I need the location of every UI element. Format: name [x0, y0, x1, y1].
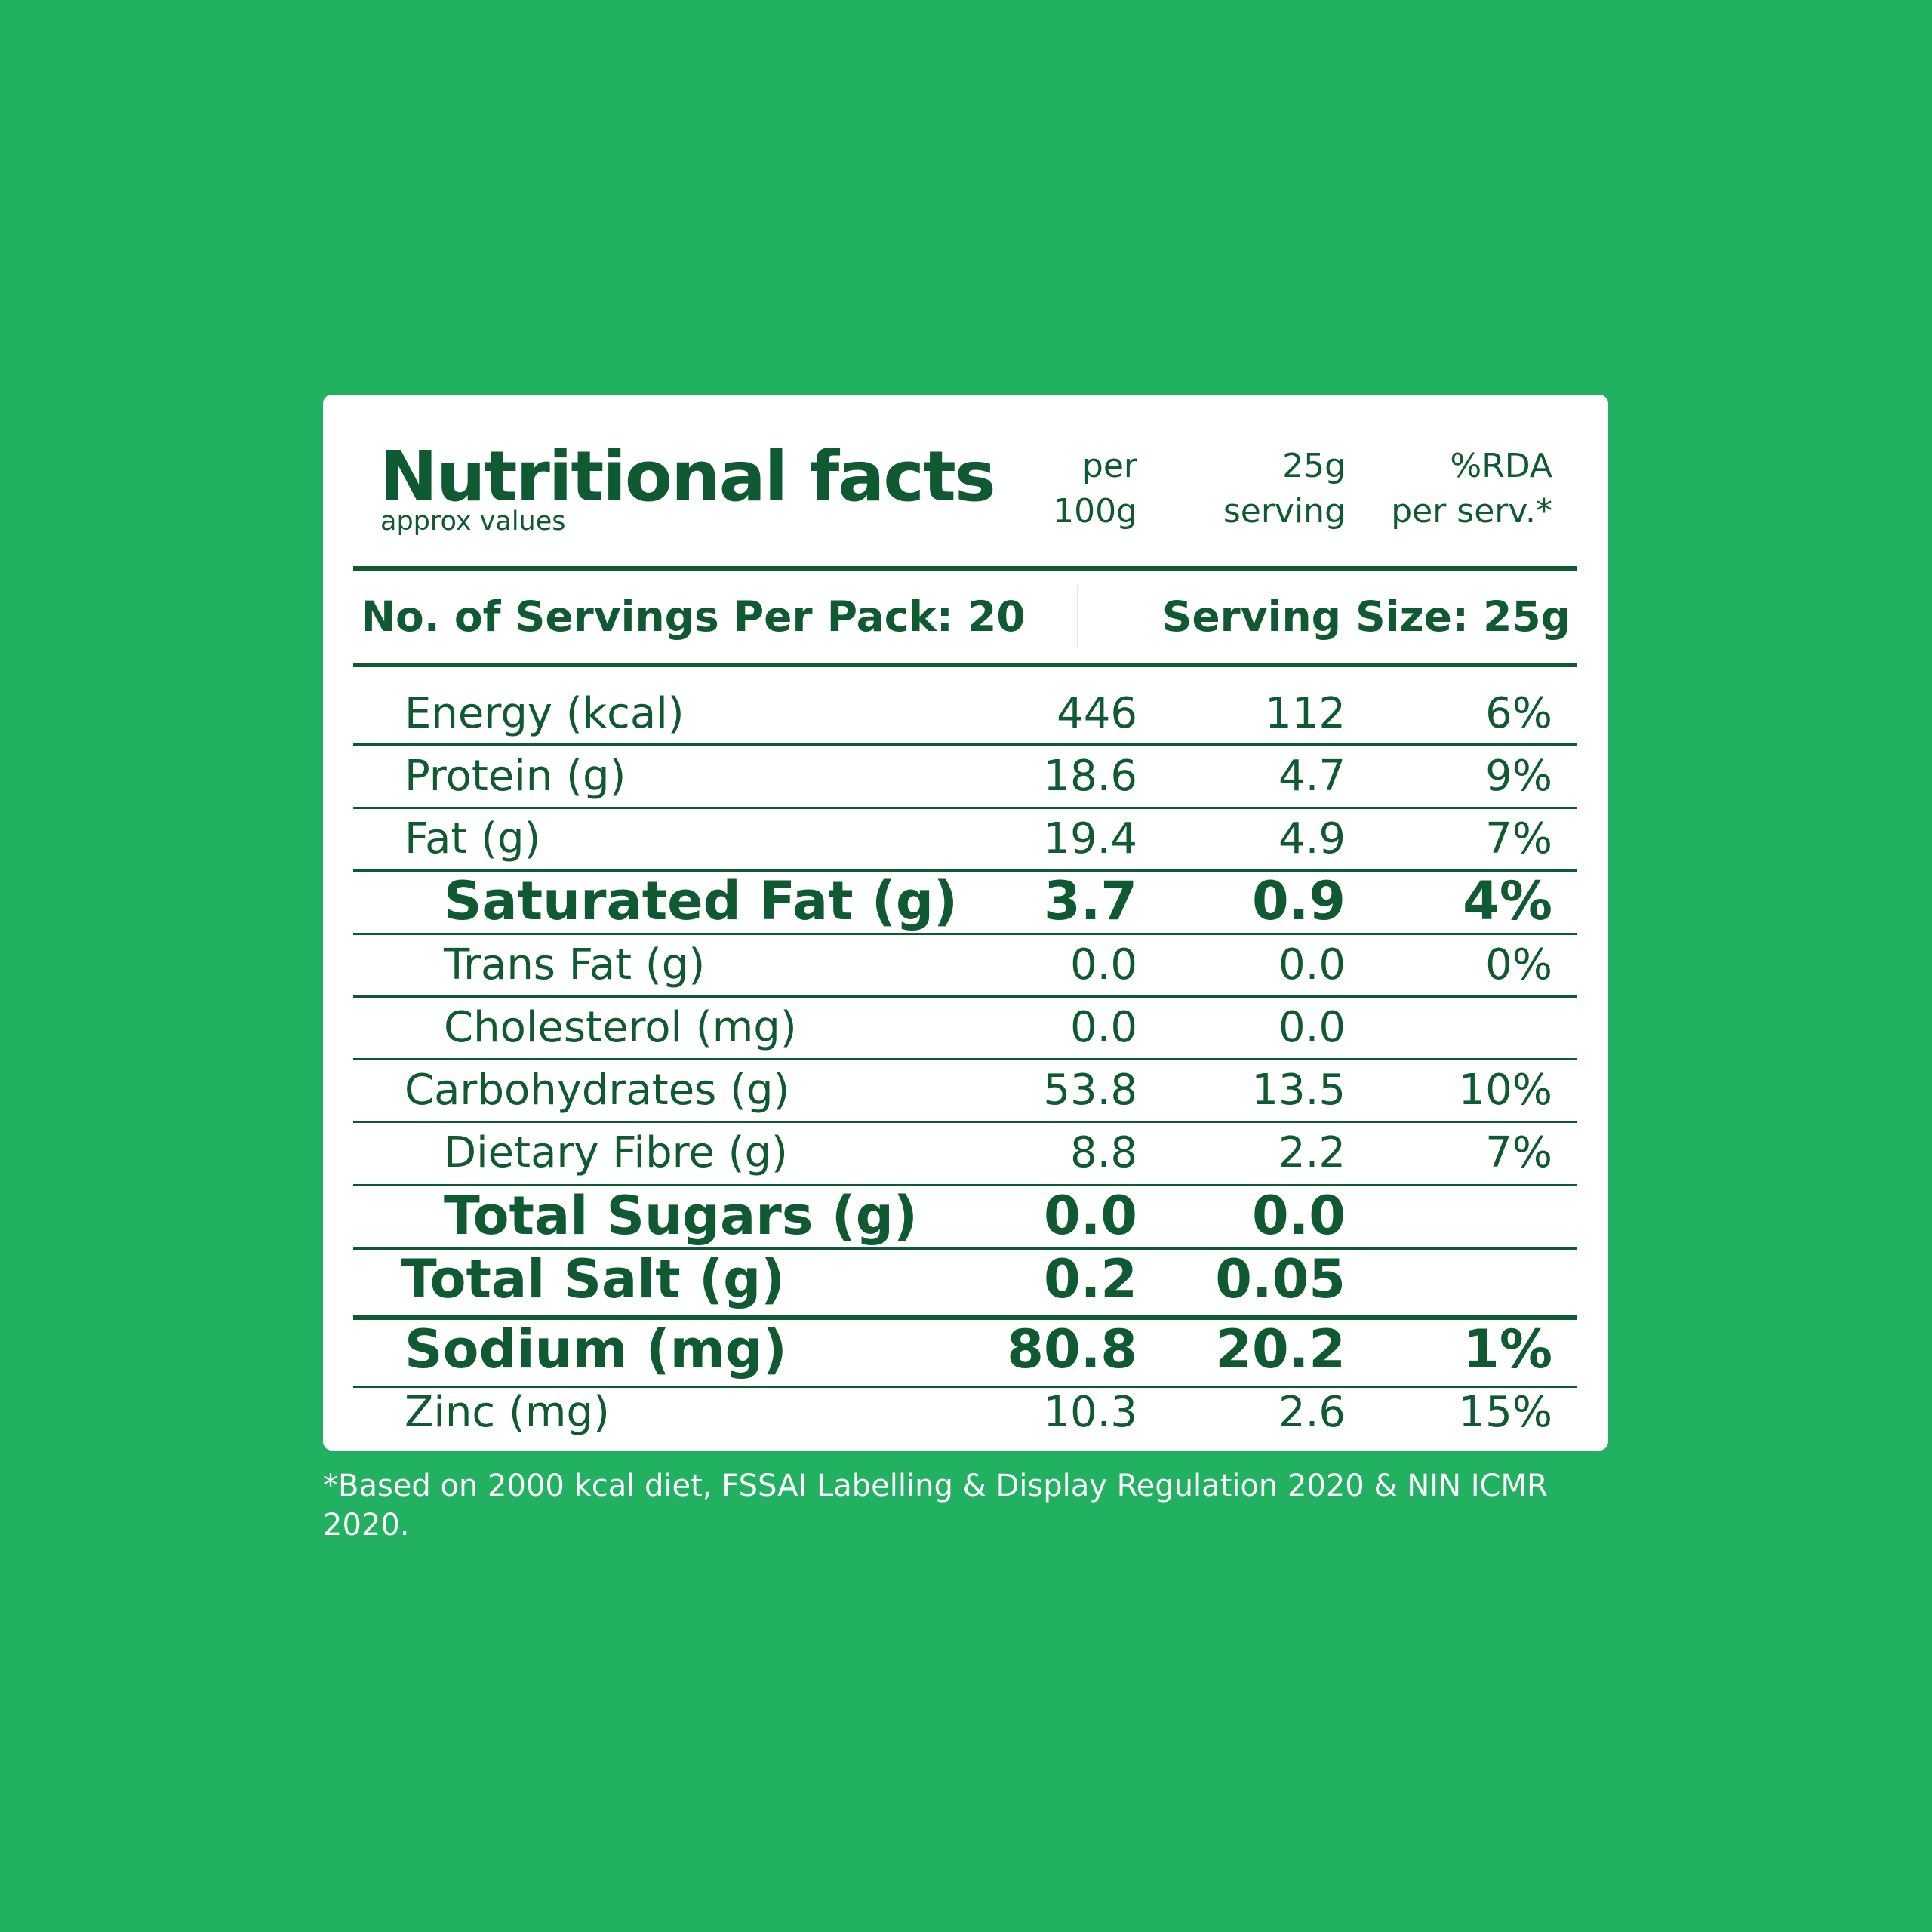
- per-100g-value: 19.4: [1043, 814, 1137, 863]
- divider: [353, 807, 1577, 809]
- rda-value: 7%: [1485, 1128, 1552, 1177]
- footnote: *Based on 2000 kcal diet, FSSAI Labellin…: [323, 1469, 1548, 1543]
- nutrient-label: Energy (kcal): [405, 689, 685, 738]
- serving-size: Serving Size: 25g: [1161, 592, 1571, 641]
- nutrient-label: Saturated Fat (g): [444, 870, 958, 932]
- servings-per-pack: No. of Servings Per Pack: 20: [361, 592, 1026, 641]
- per-serving-value: 2.6: [1278, 1388, 1346, 1437]
- page-title: Nutritional facts: [380, 436, 996, 517]
- per-100g-value: 80.8: [1007, 1318, 1137, 1380]
- column-header-line: 25g: [1282, 447, 1346, 485]
- divider: [353, 1121, 1577, 1123]
- per-100g-value: 10.3: [1043, 1388, 1137, 1437]
- divider: [1077, 585, 1078, 648]
- rda-value: 0%: [1485, 940, 1552, 989]
- nutrient-label: Dietary Fibre (g): [444, 1128, 788, 1177]
- nutrient-label: Total Salt (g): [401, 1248, 786, 1310]
- divider: [353, 933, 1577, 935]
- per-100g-value: 0.0: [1043, 1185, 1137, 1247]
- nutrition-card: Nutritional facts approx values per 100g…: [323, 395, 1608, 1451]
- per-serving-value: 0.0: [1278, 940, 1346, 989]
- column-header-line: serving: [1223, 492, 1346, 531]
- column-header-line: per serv.*: [1391, 492, 1552, 531]
- nutrient-label: Fat (g): [405, 814, 541, 863]
- column-header-rda: %RDA per serv.*: [1391, 444, 1552, 534]
- nutrient-label: Zinc (mg): [405, 1388, 610, 1437]
- per-serving-value: 0.0: [1251, 1185, 1346, 1247]
- divider: [353, 1184, 1577, 1186]
- nutrient-label: Sodium (mg): [405, 1318, 787, 1380]
- per-100g-value: 53.8: [1043, 1066, 1137, 1115]
- per-serving-value: 4.9: [1278, 814, 1346, 863]
- per-serving-value: 112: [1265, 689, 1346, 738]
- rda-value: 9%: [1485, 752, 1552, 801]
- rda-value: 10%: [1458, 1066, 1552, 1115]
- rda-value: 15%: [1458, 1388, 1552, 1437]
- divider: [353, 743, 1577, 746]
- per-serving-value: 0.05: [1215, 1248, 1346, 1310]
- rda-value: 6%: [1485, 689, 1552, 738]
- nutrient-label: Cholesterol (mg): [444, 1003, 797, 1052]
- divider: [353, 1315, 1577, 1320]
- divider: [353, 1247, 1577, 1250]
- per-100g-value: 0.0: [1069, 1003, 1137, 1052]
- per-serving-value: 13.5: [1251, 1066, 1346, 1115]
- nutrient-label: Carbohydrates (g): [405, 1066, 790, 1115]
- column-header-per-100g: per 100g: [1053, 444, 1137, 534]
- divider: [353, 995, 1577, 998]
- per-serving-value: 0.9: [1251, 870, 1346, 932]
- per-100g-value: 18.6: [1043, 752, 1137, 801]
- per-100g-value: 3.7: [1043, 870, 1137, 932]
- per-100g-value: 446: [1057, 689, 1137, 738]
- divider: [353, 869, 1577, 872]
- column-header-line: %RDA: [1450, 447, 1552, 485]
- per-100g-value: 8.8: [1069, 1128, 1137, 1177]
- nutrient-label: Trans Fat (g): [444, 940, 706, 989]
- rda-value: 1%: [1463, 1318, 1552, 1380]
- per-serving-value: 20.2: [1215, 1318, 1346, 1380]
- column-header-serving: 25g serving: [1223, 444, 1346, 534]
- per-100g-value: 0.0: [1069, 940, 1137, 989]
- per-serving-value: 4.7: [1278, 752, 1346, 801]
- per-serving-value: 2.2: [1278, 1128, 1346, 1177]
- per-serving-value: 0.0: [1278, 1003, 1346, 1052]
- divider: [353, 1058, 1577, 1060]
- nutrient-label: Protein (g): [405, 752, 626, 801]
- column-header-line: 100g: [1053, 492, 1137, 531]
- divider: [353, 663, 1577, 667]
- rda-value: 7%: [1485, 814, 1552, 863]
- rda-value: 4%: [1463, 870, 1552, 932]
- per-100g-value: 0.2: [1043, 1248, 1137, 1310]
- divider: [353, 566, 1577, 571]
- divider: [353, 1386, 1577, 1388]
- subtitle: approx values: [380, 506, 566, 537]
- nutrient-label: Total Sugars (g): [444, 1185, 918, 1247]
- column-header-line: per: [1081, 447, 1137, 485]
